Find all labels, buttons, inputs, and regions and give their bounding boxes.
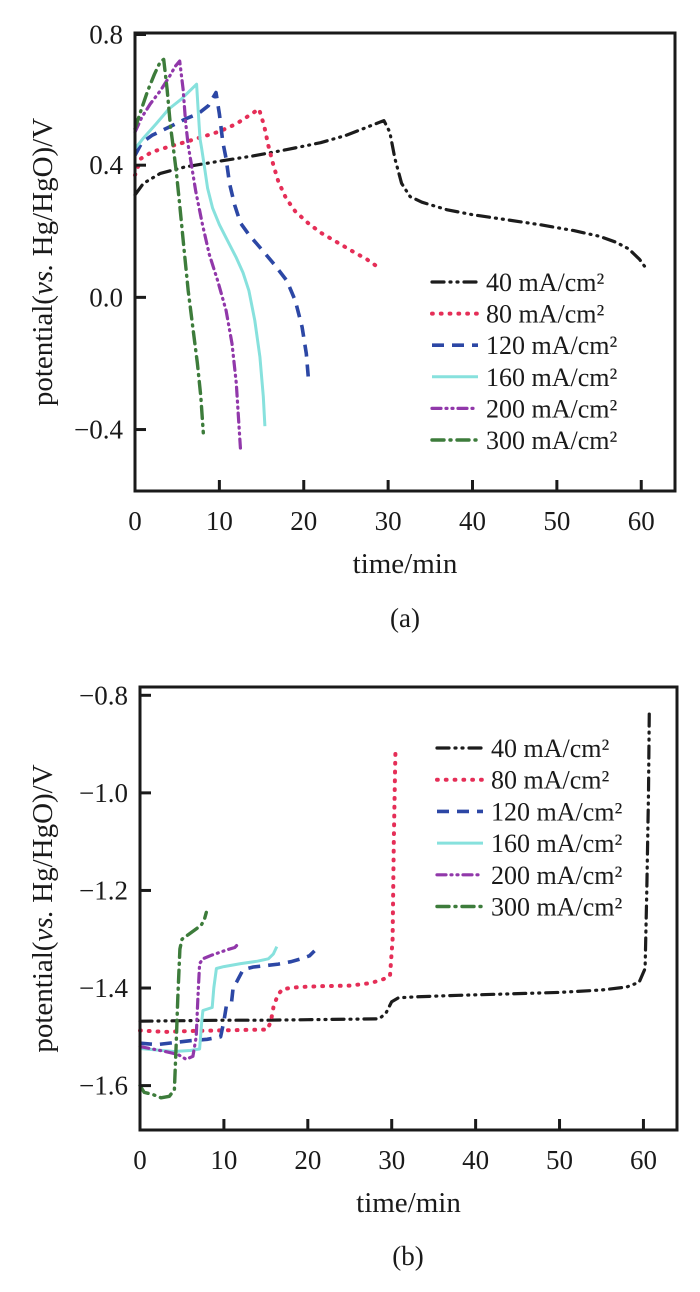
series-line [139, 949, 316, 1047]
chart-a: 0 10 20 30 40 50 60 0.8 0.4 0.0 −0.4 time/min potent… [27, 20, 677, 580]
y-tick-label: 0.4 [89, 150, 123, 180]
y-axis: 0.8 0.4 0.0 −0.4 [74, 20, 146, 445]
y-tick-label: −1.2 [79, 875, 128, 905]
legend-label: 300 mA/cm² [491, 893, 622, 922]
y-axis-title: potential(vs. Hg/HgO)/V [27, 764, 59, 1052]
chart-b: 0 10 20 30 40 50 60 −0.8 −1.0 −1.2 −1.4 −1.6 time/mi… [27, 680, 679, 1219]
x-tick-label: 40 [462, 1145, 489, 1175]
x-tick-label: 20 [290, 506, 317, 536]
x-axis: 0 10 20 30 40 50 60 [128, 480, 655, 536]
x-tick-label: 10 [210, 1145, 237, 1175]
series-group-a [133, 57, 648, 451]
y-axis: −0.8 −1.0 −1.2 −1.4 −1.6 [79, 680, 151, 1101]
legend-label: 120 mA/cm² [491, 797, 622, 826]
series-line [139, 945, 279, 1053]
x-tick-label: 60 [630, 1145, 657, 1175]
series-line [138, 910, 209, 1100]
legend-label: 200 mA/cm² [486, 394, 617, 423]
legend-label: 200 mA/cm² [491, 861, 622, 890]
y-tick-label: −0.4 [74, 415, 123, 445]
y-tick-label: 0.0 [89, 282, 123, 312]
legend-label: 160 mA/cm² [491, 829, 622, 858]
legend-label: 120 mA/cm² [486, 331, 617, 360]
x-tick-label: 10 [206, 506, 233, 536]
y-axis-title: potential(vs. Hg/HgO)/V [27, 118, 59, 406]
series-group-b [138, 708, 651, 1100]
figure-panel-a: 0 10 20 30 40 50 60 0.8 0.4 0.0 −0.4 time/min potent… [27, 20, 677, 580]
x-tick-label: 60 [628, 506, 655, 536]
x-tick-label: 50 [546, 1145, 573, 1175]
plot-border [133, 31, 677, 493]
x-tick-label: 0 [133, 1145, 147, 1175]
y-tick-label: −0.8 [79, 680, 128, 710]
x-tick-label: 40 [459, 506, 486, 536]
series-line [133, 90, 311, 384]
y-tick-label: −1.0 [79, 778, 128, 808]
x-axis: 0 10 20 30 40 50 60 [133, 1119, 657, 1175]
x-axis-title: time/min [353, 548, 458, 580]
y-tick-label: −1.4 [79, 973, 128, 1003]
x-tick-label: 30 [375, 506, 402, 536]
series-line [133, 107, 380, 269]
y-tick-label: −1.6 [79, 1071, 128, 1101]
x-tick-label: 20 [294, 1145, 321, 1175]
y-tick-label: 0.8 [89, 20, 123, 50]
series-line [133, 118, 648, 270]
x-axis-title: time/min [356, 1187, 461, 1219]
series-line [133, 57, 206, 435]
series-line [133, 82, 267, 427]
series-line [138, 708, 651, 1023]
figure-panel-b: 0 10 20 30 40 50 60 −0.8 −1.0 −1.2 −1.4 −1.6 time/mi… [0, 646, 700, 1292]
legend-label: 80 mA/cm² [486, 300, 604, 329]
caption-b: (b) [392, 1241, 424, 1271]
plot-border [138, 685, 679, 1132]
legend-label: 300 mA/cm² [486, 426, 617, 455]
x-tick-label: 50 [543, 506, 570, 536]
caption-a: (a) [390, 603, 420, 633]
legend-label: 80 mA/cm² [491, 766, 609, 795]
legend-label: 160 mA/cm² [486, 363, 617, 392]
x-tick-label: 0 [128, 506, 142, 536]
series-line [138, 941, 241, 1061]
series-line [138, 747, 398, 1034]
legend-label: 40 mA/cm² [491, 734, 609, 763]
x-tick-label: 30 [378, 1145, 405, 1175]
legend-label: 40 mA/cm² [486, 268, 604, 297]
series-line [133, 59, 243, 451]
